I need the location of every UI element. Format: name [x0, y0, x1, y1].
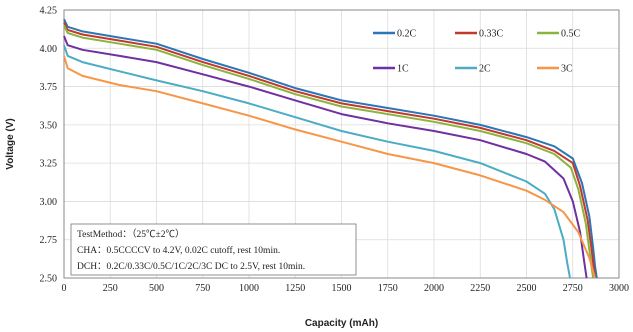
test-method-note-box [70, 223, 357, 276]
x-axis-ticks: 0 250 500 750 1000 1250 1500 1750 2000 2250 2500 27… [62, 283, 630, 294]
y-axis-ticks: 2.50 2.75 3.00 3.25 3.50 3.75 4.00 4.25 [40, 6, 58, 285]
y-axis-label: Voltage (V) [5, 118, 16, 169]
x-axis-label: Capacity (mAh) [305, 318, 378, 329]
x-tick-label: 2250 [470, 283, 490, 294]
y-tick-label: 4.00 [40, 44, 58, 55]
x-tick-label: 1250 [285, 283, 305, 294]
y-tick-label: 2.75 [40, 235, 58, 246]
x-tick-label: 3000 [609, 283, 629, 294]
legend: 0.2C 0.33C 0.5C 1C 2C 3C [373, 29, 581, 75]
x-tick-label: 2750 [563, 283, 583, 294]
legend-label: 0.5C [561, 29, 581, 40]
x-tick-label: 1500 [332, 283, 352, 294]
plot-area-frame [63, 9, 620, 279]
x-tick-label: 2500 [517, 283, 537, 294]
y-tick-label: 2.50 [40, 274, 58, 285]
legend-label: 0.2C [397, 29, 417, 40]
series-line-2C [63, 44, 571, 279]
legend-label: 0.33C [479, 29, 504, 40]
series-line-0-5C [63, 24, 595, 279]
series-line-0-2C [63, 18, 598, 279]
x-tick-label: 750 [195, 283, 210, 294]
series-line-3C [63, 55, 596, 279]
x-tick-label: 500 [149, 283, 164, 294]
y-tick-label: 3.75 [40, 82, 58, 93]
y-tick-label: 3.25 [40, 159, 58, 170]
x-tick-label: 2000 [424, 283, 444, 294]
test-method-line: TestMethod：（25℃±2℃） [77, 228, 184, 240]
legend-label: 2C [479, 64, 491, 75]
test-method-note: TestMethod：（25℃±2℃） CHA：0.5CCCCV to 4.2V… [70, 223, 357, 276]
x-tick-label: 0 [62, 283, 67, 294]
legend-label: 1C [397, 64, 409, 75]
y-tick-label: 3.00 [40, 197, 58, 208]
legend-label: 3C [561, 64, 573, 75]
series-line-1C [63, 35, 588, 279]
series-lines [63, 18, 598, 279]
series-line-0-33C [63, 21, 596, 279]
charge-condition-line: CHA：0.5CCCCV to 4.2V, 0.02C cutoff, rest… [77, 245, 280, 256]
discharge-condition-line: DCH：0.2C/0.33C/0.5C/1C/2C/3C DC to 2.5V,… [77, 262, 305, 272]
y-tick-label: 3.50 [40, 120, 58, 131]
x-tick-label: 250 [103, 283, 118, 294]
y-tick-label: 4.25 [40, 6, 58, 17]
x-tick-label: 1750 [378, 283, 398, 294]
x-tick-label: 1000 [239, 283, 259, 294]
